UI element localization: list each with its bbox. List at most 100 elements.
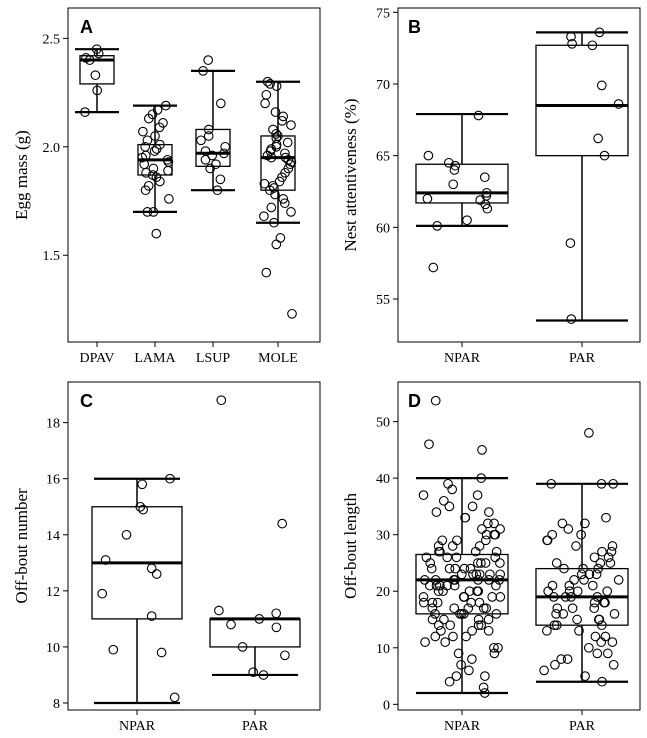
data-point xyxy=(578,563,588,574)
data-point xyxy=(481,188,492,198)
data-point xyxy=(558,609,569,619)
data-point xyxy=(456,659,466,670)
data-point xyxy=(280,650,290,661)
data-point xyxy=(607,637,618,647)
data-point xyxy=(557,518,568,529)
data-point xyxy=(449,165,460,175)
data-point xyxy=(435,580,445,591)
data-point xyxy=(477,524,487,534)
data-point xyxy=(466,597,477,608)
data-point xyxy=(595,558,606,568)
data-point xyxy=(443,157,454,168)
data-point xyxy=(549,620,560,631)
data-point xyxy=(438,495,449,506)
data-point xyxy=(445,620,456,631)
data-point xyxy=(427,614,438,625)
x-tick-label: LAMA xyxy=(134,351,176,366)
data-point xyxy=(468,569,478,580)
data-point xyxy=(480,671,490,681)
data-point xyxy=(483,518,493,529)
data-point xyxy=(480,558,491,568)
y-tick-label: 18 xyxy=(46,417,60,432)
data-point xyxy=(418,592,429,602)
data-point xyxy=(278,111,289,122)
y-tick-label: 75 xyxy=(376,6,390,21)
data-point xyxy=(436,625,446,636)
data-point xyxy=(467,625,477,636)
data-point xyxy=(146,611,157,621)
data-point xyxy=(562,654,573,664)
y-tick-label: 10 xyxy=(376,642,390,657)
data-point xyxy=(203,131,214,141)
data-point xyxy=(490,552,501,563)
data-point xyxy=(165,473,175,484)
data-point xyxy=(438,586,448,597)
data-point xyxy=(150,131,160,141)
data-point xyxy=(226,619,236,630)
panel-d-letter: D xyxy=(408,391,421,411)
data-point xyxy=(258,670,269,680)
data-point xyxy=(433,586,444,597)
data-point xyxy=(142,207,153,217)
data-point xyxy=(580,671,590,681)
data-point xyxy=(551,609,561,619)
data-point xyxy=(580,518,590,529)
data-point xyxy=(481,529,492,540)
data-point xyxy=(430,631,441,642)
y-tick-label: 14 xyxy=(46,529,60,544)
data-point xyxy=(594,614,605,625)
panel-a-y-label: Egg mass (g) xyxy=(12,130,31,220)
panel-b-letter: B xyxy=(408,17,421,37)
data-point xyxy=(546,478,557,489)
data-point xyxy=(559,563,569,574)
data-point xyxy=(567,603,578,614)
panel-c-boxes xyxy=(91,477,301,705)
data-point xyxy=(271,128,282,139)
data-point xyxy=(135,501,146,512)
data-point xyxy=(286,207,296,217)
data-point xyxy=(285,159,296,170)
data-point xyxy=(605,558,616,568)
data-point xyxy=(433,620,444,631)
data-point xyxy=(439,614,449,625)
data-point xyxy=(590,631,601,642)
data-point xyxy=(84,55,95,65)
data-point xyxy=(154,122,165,133)
data-point xyxy=(450,563,461,574)
data-point xyxy=(593,563,604,574)
data-point xyxy=(483,614,494,625)
data-point xyxy=(203,55,214,65)
data-point xyxy=(556,654,567,664)
data-point xyxy=(473,614,484,625)
data-point xyxy=(613,99,624,109)
data-point xyxy=(420,637,430,647)
data-point xyxy=(489,648,500,659)
data-point xyxy=(448,179,459,190)
data-point xyxy=(592,592,603,602)
data-point xyxy=(482,203,493,214)
panel-c-y-axis: 8 10 12 14 16 18 xyxy=(46,417,68,712)
data-point xyxy=(212,185,223,196)
data-point xyxy=(265,79,275,89)
data-point xyxy=(121,529,132,540)
data-point xyxy=(596,80,607,91)
panel-d-x-axis: NPAR PAR xyxy=(444,710,596,734)
panel-b-points xyxy=(422,27,624,324)
data-point xyxy=(151,144,162,154)
data-point xyxy=(602,586,613,597)
data-point xyxy=(143,113,154,124)
data-point xyxy=(483,625,494,636)
data-point xyxy=(574,625,584,636)
x-tick-label: PAR xyxy=(569,351,596,366)
data-point xyxy=(471,569,482,580)
data-point xyxy=(564,580,575,591)
data-point xyxy=(432,597,443,608)
x-tick-label: NPAR xyxy=(444,719,481,734)
box-iqr xyxy=(535,44,629,157)
data-point xyxy=(571,541,581,551)
data-point xyxy=(200,154,211,165)
data-point xyxy=(572,586,583,597)
data-point xyxy=(566,31,576,42)
data-point xyxy=(565,238,576,248)
data-point xyxy=(467,654,477,664)
